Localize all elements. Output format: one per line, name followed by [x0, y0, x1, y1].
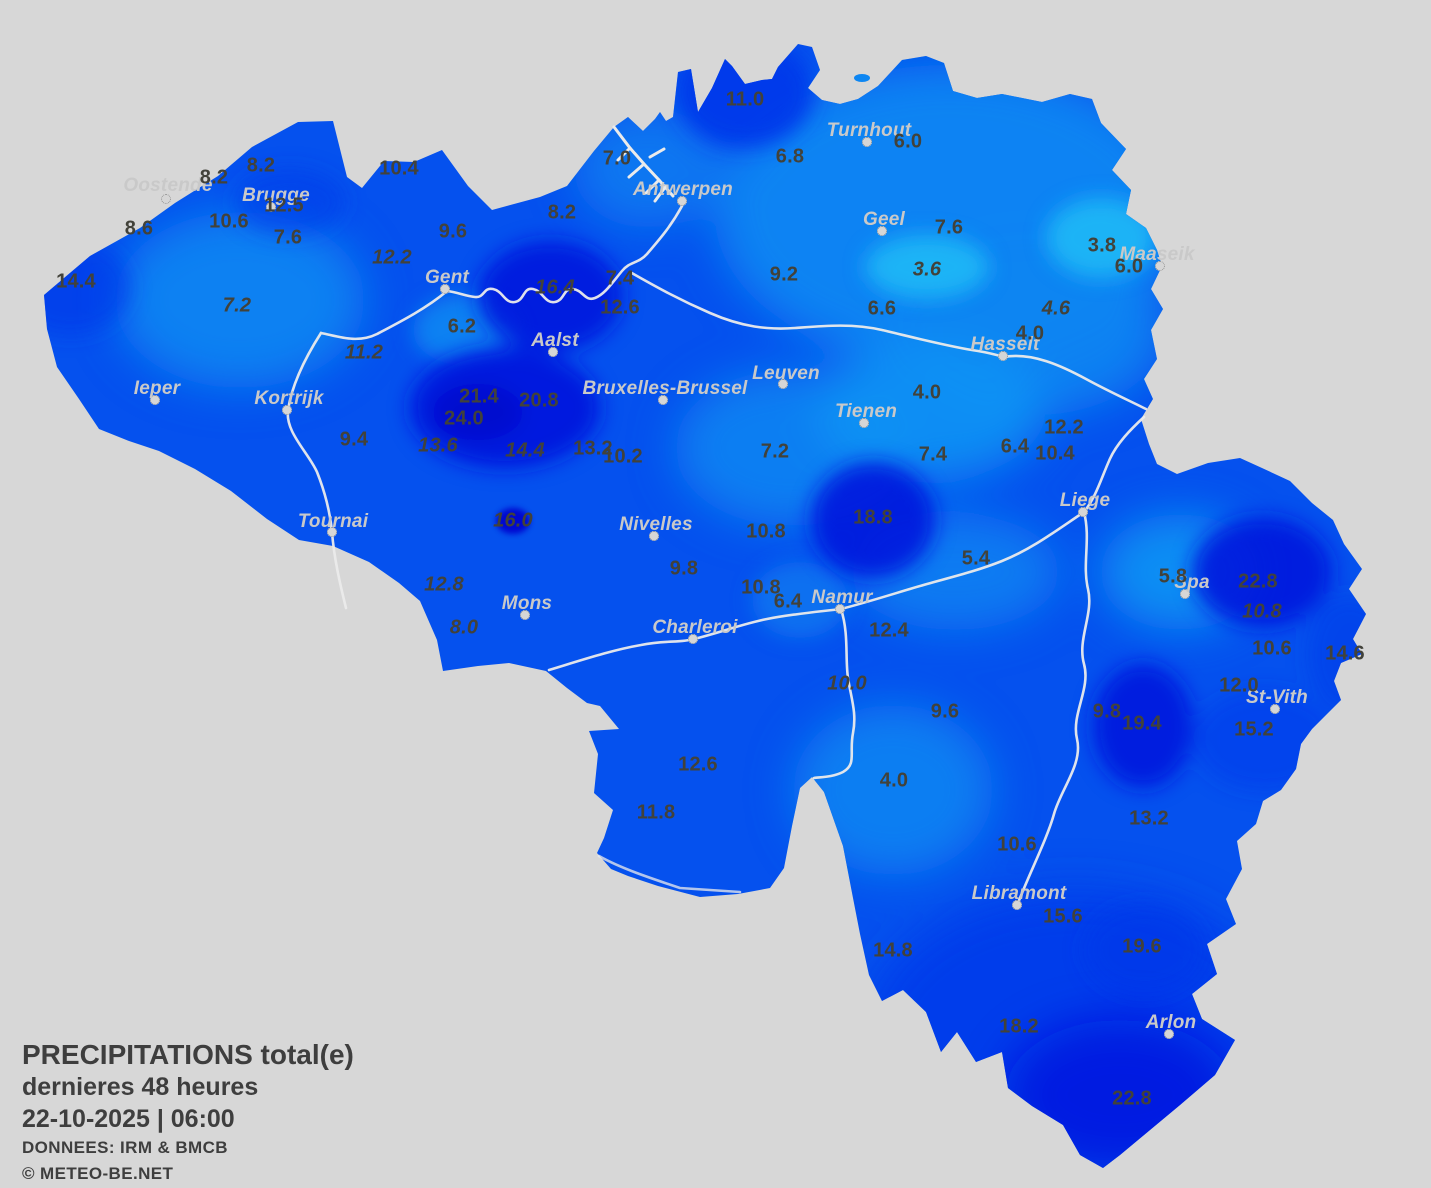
border-flanders [628, 270, 1148, 411]
river-meuse-south [812, 607, 856, 780]
copyright: © METEO-BE.NET [22, 1163, 174, 1183]
rivers-and-borders [286, 204, 1148, 905]
river-schelde-south [286, 331, 348, 610]
river-scheldt [445, 204, 684, 304]
river-leie [319, 289, 449, 341]
map-datetime: 22-10-2025 | 06:00 [22, 1104, 235, 1133]
data-source: DONNEES: IRM & BMCB [22, 1138, 228, 1158]
baarle-enclave [854, 74, 870, 82]
river-sambre-meuse [547, 415, 1146, 672]
map-legend-block: PRECIPITATIONS total(e) dernieres 48 heu… [22, 1038, 354, 1186]
river-ourthe [1016, 510, 1091, 905]
map-title: PRECIPITATIONS total(e) [22, 1039, 354, 1070]
port-channels [612, 125, 675, 203]
border-south-strip [597, 854, 742, 894]
map-subtitle: dernieres 48 heures [22, 1073, 259, 1102]
